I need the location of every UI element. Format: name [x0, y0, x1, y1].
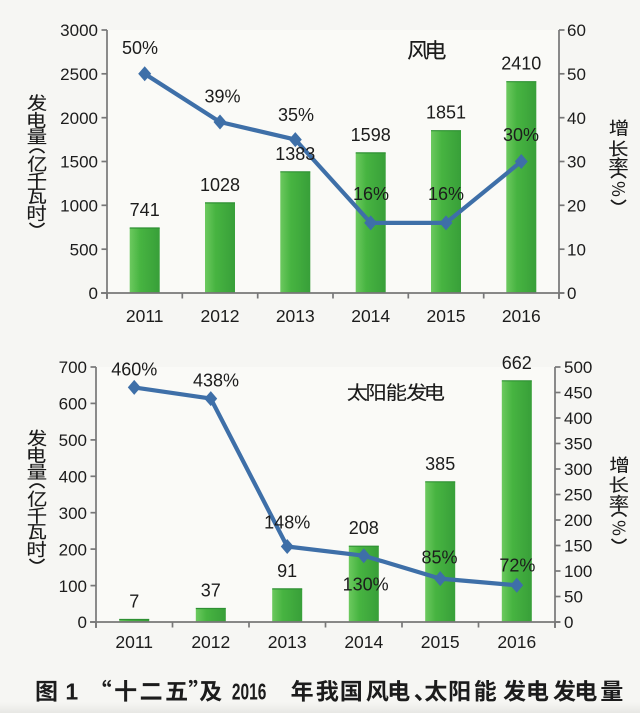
svg-text:1500: 1500 — [60, 153, 98, 172]
svg-text:400: 400 — [564, 409, 592, 428]
svg-text:30%: 30% — [503, 125, 539, 145]
svg-text:200: 200 — [564, 511, 592, 530]
svg-text:2410: 2410 — [501, 54, 541, 74]
svg-text:500: 500 — [59, 431, 87, 450]
svg-text:35%: 35% — [278, 105, 314, 125]
svg-text:350: 350 — [564, 435, 592, 454]
svg-text:2016: 2016 — [497, 632, 536, 652]
svg-text:40: 40 — [567, 109, 586, 128]
svg-text:85%: 85% — [421, 548, 457, 568]
svg-text:100: 100 — [59, 577, 87, 596]
svg-text:16%: 16% — [428, 184, 464, 204]
svg-text:1383: 1383 — [275, 144, 315, 164]
svg-text:91: 91 — [277, 561, 297, 581]
svg-text:2500: 2500 — [60, 65, 98, 84]
svg-text:39%: 39% — [204, 87, 240, 107]
svg-text:1028: 1028 — [200, 175, 240, 195]
svg-text:1000: 1000 — [60, 197, 98, 216]
svg-text:2014: 2014 — [351, 306, 390, 326]
svg-text:150: 150 — [564, 537, 592, 556]
svg-text:1: 1 — [65, 679, 78, 705]
svg-text:2015: 2015 — [421, 632, 460, 652]
svg-text:50%: 50% — [122, 38, 158, 58]
svg-text:2011: 2011 — [126, 306, 164, 326]
svg-text:0: 0 — [567, 284, 576, 303]
svg-text:130%: 130% — [343, 574, 389, 594]
svg-text:208: 208 — [349, 518, 379, 538]
svg-text:2016: 2016 — [232, 679, 266, 705]
svg-text:7: 7 — [129, 592, 139, 612]
svg-text:0: 0 — [78, 613, 87, 632]
svg-text:0: 0 — [564, 613, 573, 632]
svg-text:2014: 2014 — [344, 632, 383, 652]
svg-text:148%: 148% — [264, 513, 310, 533]
svg-text:72%: 72% — [499, 556, 535, 576]
svg-text:37: 37 — [201, 581, 221, 601]
svg-text:385: 385 — [425, 454, 455, 474]
svg-text:662: 662 — [502, 353, 532, 373]
svg-text:100: 100 — [564, 562, 592, 581]
svg-text:1598: 1598 — [351, 125, 391, 145]
svg-text:200: 200 — [59, 540, 87, 559]
svg-text:20: 20 — [567, 197, 586, 216]
svg-text:2000: 2000 — [60, 109, 98, 128]
svg-text:500: 500 — [564, 358, 592, 377]
svg-text:30: 30 — [567, 153, 586, 172]
svg-text:3000: 3000 — [60, 21, 98, 40]
svg-text:50: 50 — [564, 588, 583, 607]
svg-text:300: 300 — [59, 504, 87, 523]
svg-text:700: 700 — [59, 358, 87, 377]
svg-text:1851: 1851 — [426, 103, 466, 123]
svg-text:2015: 2015 — [427, 306, 466, 326]
svg-text:300: 300 — [564, 460, 592, 479]
svg-text:741: 741 — [130, 200, 160, 220]
svg-text:500: 500 — [70, 240, 98, 259]
svg-text:0: 0 — [89, 284, 98, 303]
svg-text:438%: 438% — [193, 370, 239, 390]
svg-text:2013: 2013 — [268, 632, 307, 652]
svg-text:460%: 460% — [111, 360, 157, 380]
svg-text:450: 450 — [564, 384, 592, 403]
svg-text:50: 50 — [567, 65, 586, 84]
svg-text:250: 250 — [564, 486, 592, 505]
svg-text:600: 600 — [59, 395, 87, 414]
svg-text:2013: 2013 — [276, 306, 315, 326]
svg-text:16%: 16% — [353, 184, 389, 204]
svg-text:400: 400 — [59, 468, 87, 487]
svg-text:2012: 2012 — [201, 306, 240, 326]
svg-text:2011: 2011 — [115, 632, 153, 652]
svg-text:60: 60 — [567, 21, 586, 40]
svg-text:2016: 2016 — [502, 306, 541, 326]
svg-text:10: 10 — [567, 240, 586, 259]
svg-text:2012: 2012 — [191, 632, 230, 652]
